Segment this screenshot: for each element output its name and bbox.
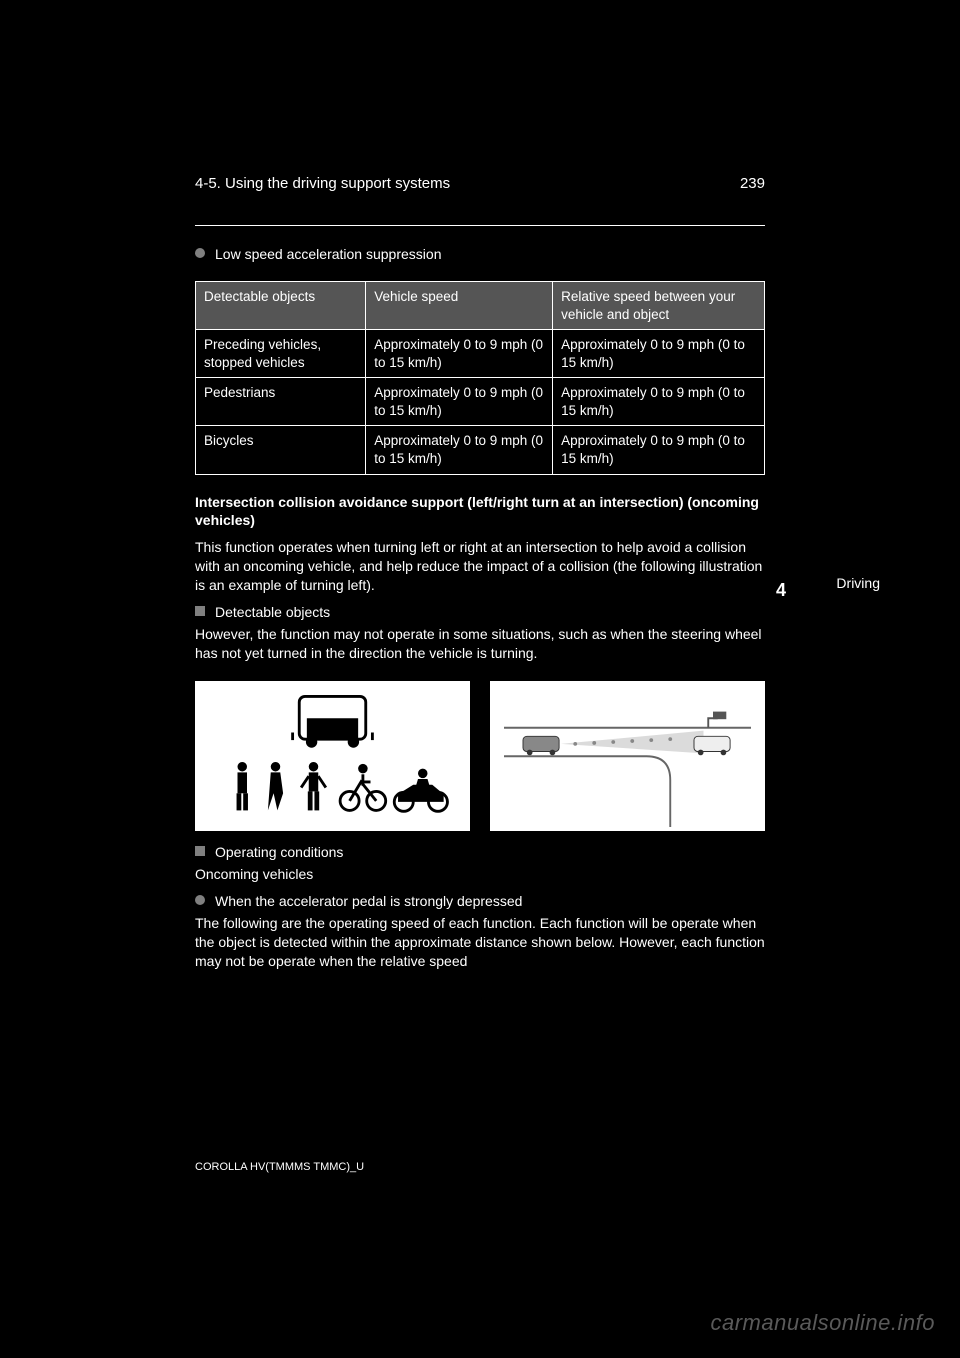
bullet-text: Detectable objects — [215, 603, 330, 621]
bullet-item: Low speed acceleration suppression — [195, 245, 765, 263]
table: Detectable objects Vehicle speed Relativ… — [195, 281, 765, 474]
intersection-icon — [504, 685, 751, 828]
table-row: Bicycles Approximately 0 to 9 mph (0 to … — [196, 426, 765, 474]
bullet-square-icon — [195, 846, 205, 856]
bullet-text: Operating conditions — [215, 843, 343, 861]
watermark: carmanualsonline.info — [710, 1310, 935, 1336]
table-cell: Approximately 0 to 9 mph (0 to 15 km/h) — [553, 330, 765, 378]
bullet-text: Low speed acceleration suppression — [215, 245, 441, 263]
table-header: Detectable objects — [196, 282, 366, 330]
illustration-row — [195, 673, 765, 831]
paragraph: The following are the operating speed of… — [195, 914, 765, 971]
section-title: 4-5. Using the driving support systems — [195, 175, 450, 192]
table-header: Relative speed between your vehicle and … — [553, 282, 765, 330]
bullet-item: When the accelerator pedal is strongly d… — [195, 892, 765, 910]
bullet-dot-icon — [195, 248, 205, 258]
chapter-label: Driving — [836, 575, 880, 591]
table-cell: Approximately 0 to 9 mph (0 to 15 km/h) — [366, 426, 553, 474]
chapter-tab: 4 — [767, 570, 795, 610]
table-cell: Bicycles — [196, 426, 366, 474]
bullet-text: When the accelerator pedal is strongly d… — [215, 892, 522, 910]
page-number: 239 — [740, 175, 765, 192]
header-rule — [195, 225, 765, 226]
illustration-right — [490, 673, 765, 831]
table-row: Preceding vehicles, stopped vehicles App… — [196, 330, 765, 378]
table-header: Vehicle speed — [366, 282, 553, 330]
paragraph: However, the function may not operate in… — [195, 625, 765, 663]
objects-icon — [209, 685, 456, 828]
table-cell: Approximately 0 to 9 mph (0 to 15 km/h) — [553, 426, 765, 474]
footer-code: COROLLA HV(TMMMS TMMC)_U — [195, 1161, 364, 1173]
heading: Intersection collision avoidance support… — [195, 493, 765, 531]
table-cell: Preceding vehicles, stopped vehicles — [196, 330, 366, 378]
intersection-illustration — [490, 681, 765, 831]
paragraph: This function operates when turning left… — [195, 538, 765, 595]
content-area: Low speed acceleration suppression Detec… — [195, 245, 765, 979]
chapter-number: 4 — [776, 580, 786, 601]
table-cell: Approximately 0 to 9 mph (0 to 15 km/h) — [366, 330, 553, 378]
bullet-dot-icon — [195, 895, 205, 905]
table-header-row: Detectable objects Vehicle speed Relativ… — [196, 282, 765, 330]
bullet-item: Detectable objects — [195, 603, 765, 621]
detectable-objects-illustration — [195, 681, 470, 831]
illustration-left — [195, 673, 470, 831]
table-cell: Pedestrians — [196, 378, 366, 426]
bullet-item: Operating conditions — [195, 843, 765, 861]
table-row: Pedestrians Approximately 0 to 9 mph (0 … — [196, 378, 765, 426]
bullet-square-icon — [195, 606, 205, 616]
paragraph: Oncoming vehicles — [195, 865, 765, 884]
speed-table: Detectable objects Vehicle speed Relativ… — [195, 281, 765, 474]
table-cell: Approximately 0 to 9 mph (0 to 15 km/h) — [366, 378, 553, 426]
table-cell: Approximately 0 to 9 mph (0 to 15 km/h) — [553, 378, 765, 426]
